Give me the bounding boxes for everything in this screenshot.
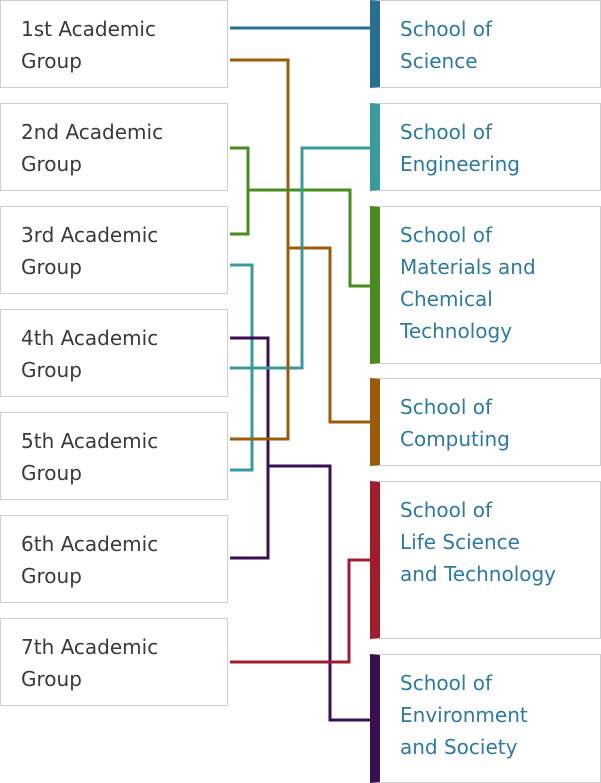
- link-g4-to-engineering: [230, 146, 370, 370]
- group-label-4th: 4th Academic Group: [21, 326, 159, 382]
- link-g3-to-engineering: [230, 263, 254, 472]
- school-label-life-science: School of Life Science and Technology: [400, 498, 557, 586]
- link-g5-to-computing: [230, 248, 290, 441]
- group-box-2nd: 2nd Academic Group: [0, 103, 228, 191]
- school-box-computing: School of Computing: [370, 378, 601, 466]
- group-box-6th: 6th Academic Group: [0, 515, 228, 603]
- group-label-2nd: 2nd Academic Group: [21, 120, 164, 176]
- school-label-materials: School of Materials and Chemical Technol…: [400, 223, 536, 343]
- school-box-environment: School of Environment and Society: [370, 654, 601, 783]
- link-g4-to-environment: [230, 336, 370, 722]
- link-g3-to-materials: [230, 190, 250, 236]
- group-label-1st: 1st Academic Group: [21, 17, 156, 73]
- group-label-5th: 5th Academic Group: [21, 429, 159, 485]
- school-label-environment: School of Environment and Society: [400, 671, 528, 759]
- school-box-engineering: School of Engineering: [370, 103, 601, 191]
- group-box-5th: 5th Academic Group: [0, 412, 228, 500]
- group-label-3rd: 3rd Academic Group: [21, 223, 159, 279]
- group-box-7th: 7th Academic Group: [0, 618, 228, 706]
- group-box-4th: 4th Academic Group: [0, 309, 228, 397]
- group-label-7th: 7th Academic Group: [21, 635, 159, 691]
- group-box-3rd: 3rd Academic Group: [0, 206, 228, 294]
- school-label-computing: School of Computing: [400, 395, 510, 451]
- link-g7-to-lifescience: [230, 558, 370, 664]
- link-g6-to-environment: [230, 466, 270, 560]
- school-box-materials: School of Materials and Chemical Technol…: [370, 206, 601, 364]
- school-label-science: School of Science: [400, 17, 493, 73]
- link-g2-to-materials: [230, 146, 370, 288]
- group-label-6th: 6th Academic Group: [21, 532, 159, 588]
- link-g1-to-computing: [230, 58, 370, 424]
- school-box-science: School of Science: [370, 0, 601, 88]
- group-box-1st: 1st Academic Group: [0, 0, 228, 88]
- school-box-life-science: School of Life Science and Technology: [370, 481, 601, 639]
- school-label-engineering: School of Engineering: [400, 120, 520, 176]
